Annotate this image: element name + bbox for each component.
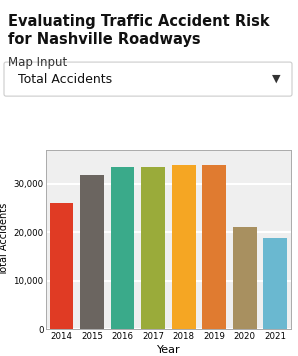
Bar: [49, 203, 73, 329]
Bar: [233, 227, 257, 329]
X-axis label: Year: Year: [156, 345, 180, 355]
Bar: [111, 167, 134, 329]
Text: for Nashville Roadways: for Nashville Roadways: [8, 32, 201, 47]
Y-axis label: Total Accidents: Total Accidents: [0, 203, 9, 276]
Text: Map Input: Map Input: [8, 56, 67, 69]
Bar: [80, 175, 104, 329]
Bar: [263, 238, 287, 329]
FancyBboxPatch shape: [4, 62, 292, 96]
Bar: [141, 167, 165, 329]
Text: Evaluating Traffic Accident Risk: Evaluating Traffic Accident Risk: [8, 14, 270, 29]
Text: Total Accidents: Total Accidents: [18, 73, 112, 85]
Text: ▼: ▼: [271, 74, 280, 84]
Bar: [172, 165, 195, 329]
Bar: [202, 165, 226, 329]
